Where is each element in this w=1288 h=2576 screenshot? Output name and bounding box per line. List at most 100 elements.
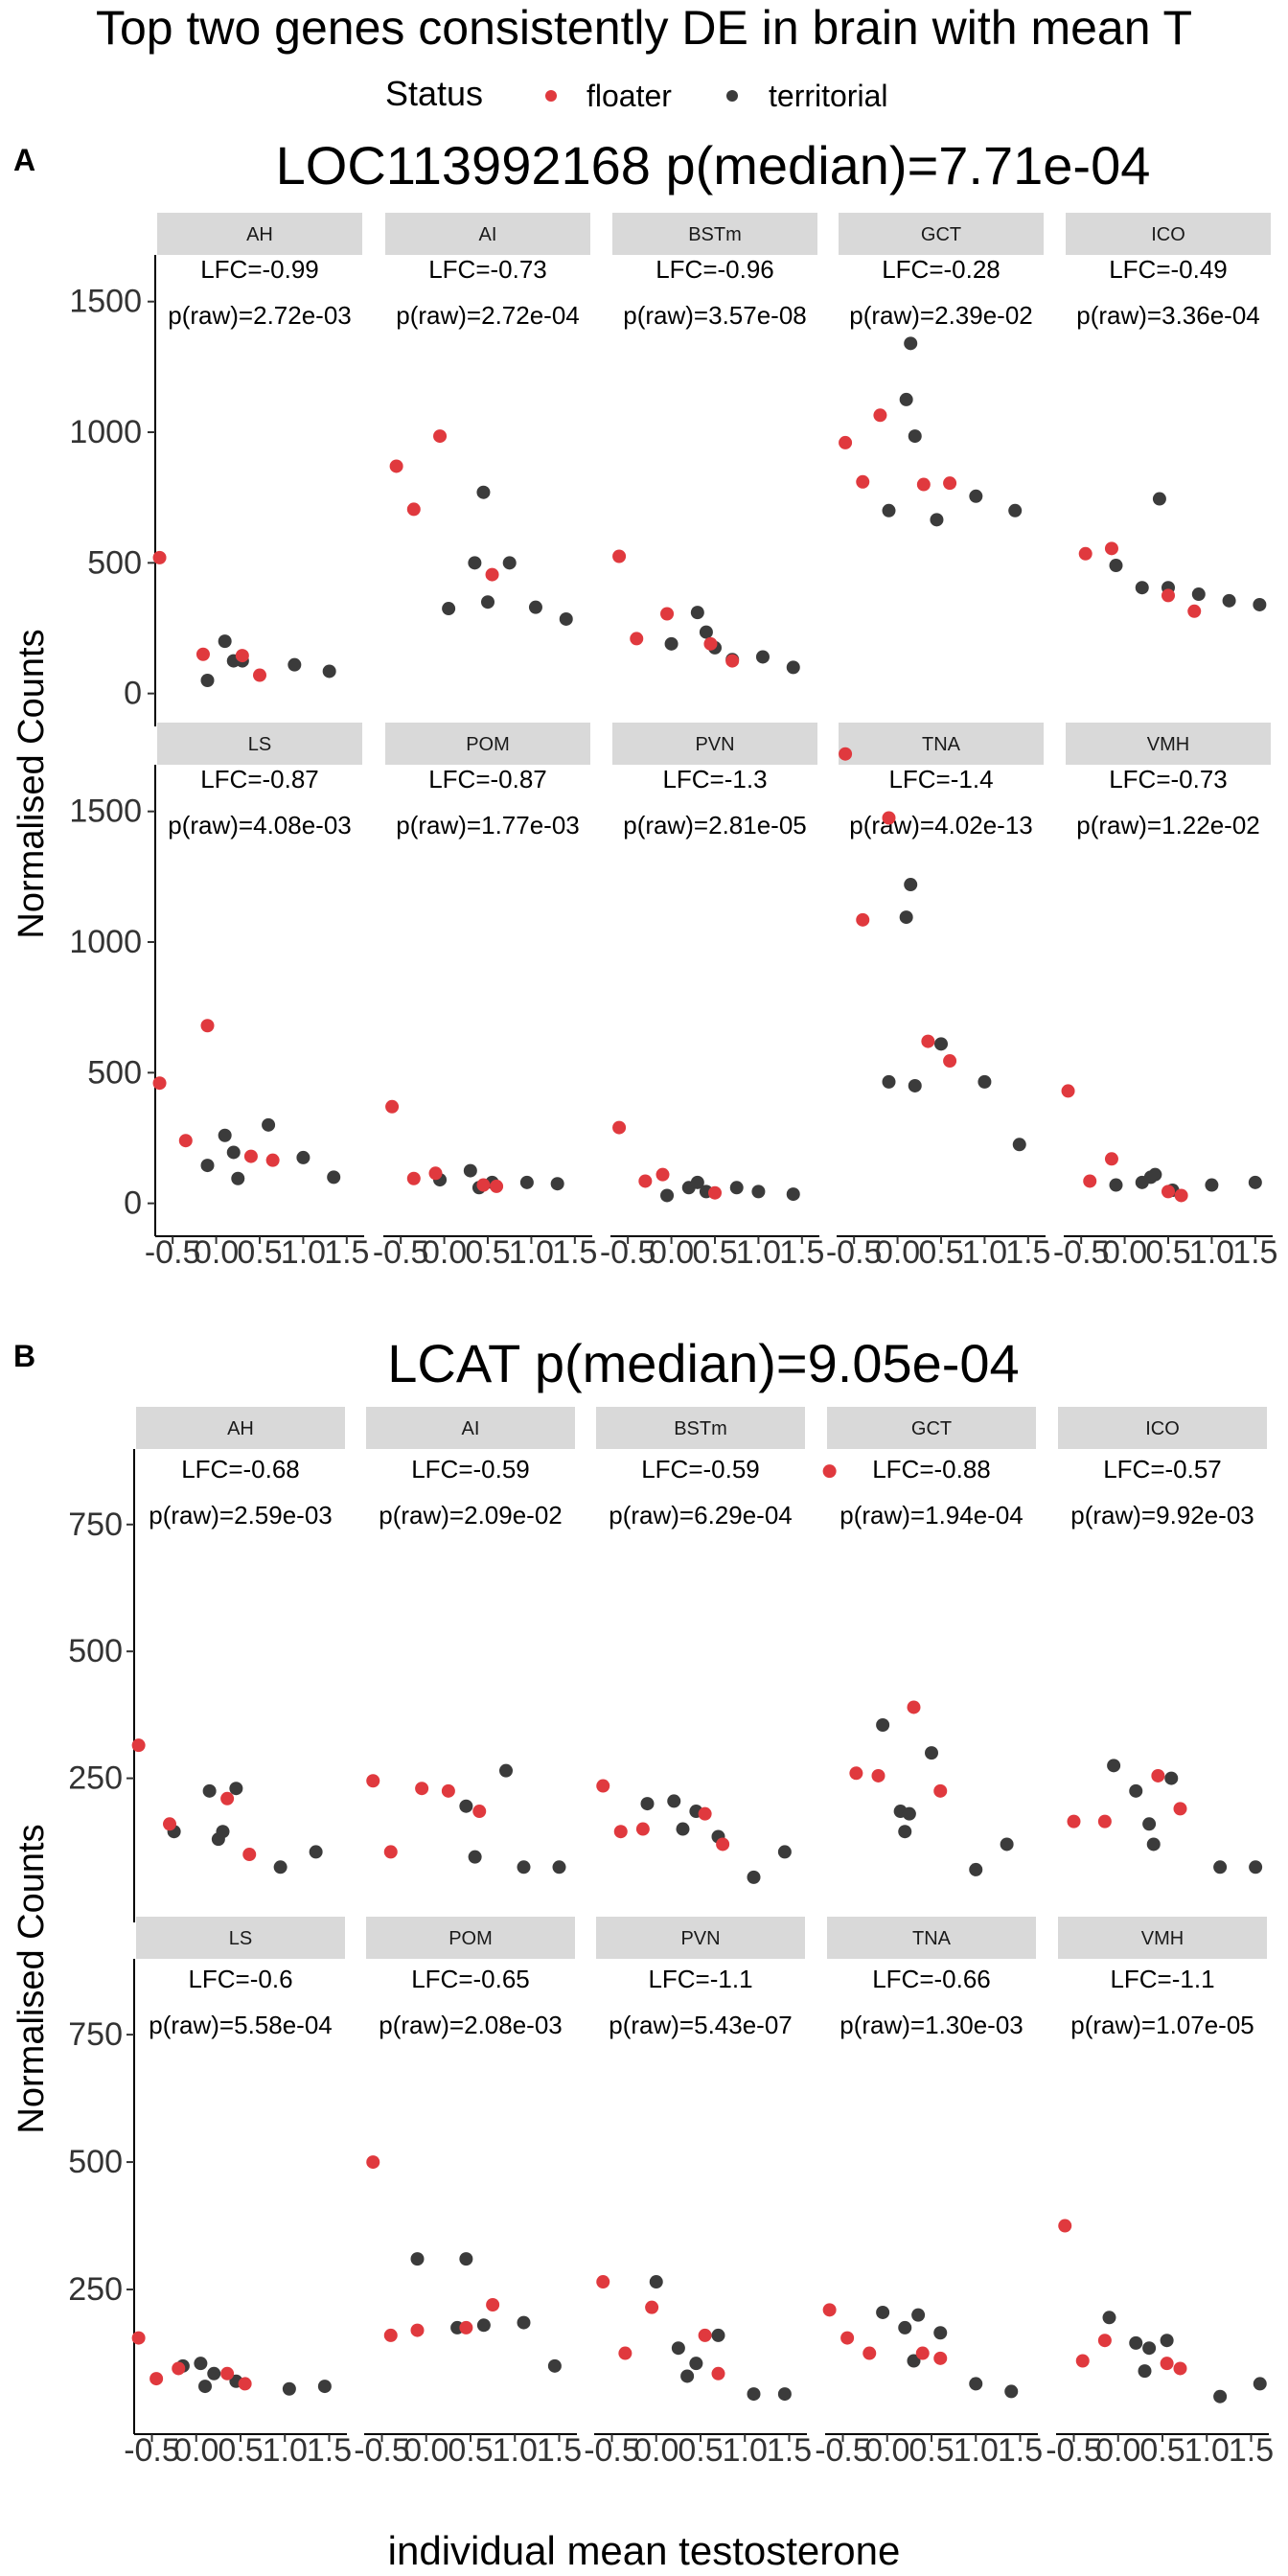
x-tick-label: 0.0 [194, 1234, 239, 1271]
facet-ai: AI LFC=-0.59 p(raw)=2.09e-02 [366, 1407, 575, 1874]
data-point-floater [698, 1806, 712, 1821]
x-tick-label: 1.0 [1189, 1234, 1234, 1271]
facet-pvn: PVN LFC=-1.3 p(raw)=2.81e-05 -0.50.00.51.01… [600, 723, 824, 1271]
data-point-floater [708, 1185, 722, 1200]
data-point-floater [862, 2346, 877, 2360]
data-point-territorial [786, 660, 800, 675]
data-point-territorial [1107, 1759, 1121, 1773]
facet-ico: ICO LFC=-0.57 p(raw)=9.92e-03 [1058, 1407, 1267, 1874]
x-tick-label: 0.0 [173, 2432, 218, 2469]
data-point-floater [871, 1768, 886, 1782]
data-point-floater [131, 2331, 146, 2345]
data-point-territorial [459, 2252, 473, 2266]
legend: Status floater territorial [385, 74, 887, 113]
data-point-floater [916, 477, 931, 492]
data-point-territorial [218, 1128, 232, 1142]
facet-pvalue-label: p(raw)=2.81e-05 [623, 811, 807, 840]
y-tick-label: 250 [68, 1760, 123, 1797]
data-point-territorial [908, 1078, 922, 1092]
facet-pvalue-label: p(raw)=4.02e-13 [849, 811, 1033, 840]
data-point-territorial [711, 2328, 725, 2342]
data-point-territorial [690, 1175, 704, 1189]
facet-strip-label: VMH [1141, 1928, 1184, 1949]
data-point-floater [1097, 1814, 1112, 1828]
data-point-territorial [667, 1794, 681, 1808]
data-point-territorial [660, 1188, 675, 1203]
facet-lfc-label: LFC=-0.87 [428, 765, 547, 794]
data-point-territorial [216, 1825, 230, 1839]
facet-strip-label: LS [248, 734, 271, 755]
data-point-floater [441, 1783, 455, 1798]
data-point-floater [933, 2351, 948, 2365]
facet-tna: TNA LFC=-0.66 p(raw)=1.30e-03 -0.50.00.51.0… [815, 1917, 1043, 2469]
data-point-floater [383, 2328, 398, 2342]
data-point-territorial [1129, 1783, 1143, 1798]
x-tick-label: 1.0 [263, 2432, 308, 2469]
data-point-territorial [898, 1825, 912, 1839]
data-point-floater [253, 668, 266, 682]
data-point-territorial [226, 1145, 241, 1160]
data-point-territorial [218, 634, 232, 649]
x-tick-label: 0.0 [864, 2432, 909, 2469]
x-tick-label: 1.0 [281, 1234, 326, 1271]
legend-floater-key [545, 90, 557, 102]
facet-ls: LSLFC=-0.6p(raw)=5.58e-04250500750-0.50.… [68, 1917, 352, 2469]
facet-pvalue-label: p(raw)=4.08e-03 [168, 811, 352, 840]
data-point-territorial [1205, 1178, 1219, 1192]
facet-strip-label: AH [246, 224, 273, 245]
facet-strip-label: POM [466, 734, 510, 755]
facet-vmh: VMH LFC=-1.1 p(raw)=1.07e-05 -0.50.00.51.01… [1046, 1917, 1274, 2469]
data-point-floater [1173, 1802, 1187, 1816]
data-point-territorial [1152, 492, 1166, 506]
facet-ls: LS LFC=-0.87 p(raw)=4.08e-03 0 500 1000 1500 -0… [69, 723, 369, 1271]
x-tick-label: 0.5 [918, 1234, 963, 1271]
data-point-floater [406, 1171, 421, 1185]
x-tick-label: 0.5 [237, 1234, 282, 1271]
data-point-territorial [288, 657, 302, 672]
facet-lfc-label: LFC=-0.96 [656, 255, 774, 284]
legend-title: Status [385, 74, 483, 113]
data-point-territorial [969, 2377, 983, 2391]
x-tick-label: 0.5 [908, 2432, 954, 2469]
y-tick-label: 500 [87, 544, 142, 581]
x-tick-label: 0.5 [692, 1234, 737, 1271]
x-tick-label: -0.5 [373, 1234, 429, 1271]
panel-b-plot: AH LFC=-0.68 p(raw)=2.59e-03 250 500 750 AI LFC… [68, 1407, 1274, 2469]
data-point-territorial [198, 2380, 212, 2394]
data-point-territorial [476, 485, 491, 499]
data-point-territorial [517, 2315, 531, 2330]
y-tick-label: 250 [68, 2271, 123, 2308]
data-point-floater [822, 2303, 837, 2317]
facet-pvalue-label: p(raw)=1.30e-03 [840, 2011, 1024, 2039]
facet-lfc-label: LFC=-0.87 [200, 765, 319, 794]
facet-strip-label: ICO [1151, 224, 1185, 245]
legend-floater-label: floater [586, 79, 672, 113]
x-tick-label: 1.5 [779, 1234, 824, 1271]
data-point-floater [933, 1783, 948, 1798]
panel-a-ylabel: Normalised Counts [12, 629, 52, 938]
facet-strip-label: PVN [695, 734, 734, 755]
data-point-territorial [1004, 2384, 1019, 2399]
facet-pvalue-label: p(raw)=5.58e-04 [149, 2011, 333, 2039]
facet-strip [366, 1917, 575, 1959]
data-point-floater [943, 1054, 957, 1069]
y-tick-label: 1500 [69, 794, 142, 830]
y-tick-label: 750 [68, 1506, 123, 1543]
x-tick-label: 1.5 [1229, 2432, 1274, 2469]
facet-lfc-label: LFC=-0.57 [1103, 1455, 1222, 1484]
facet-pvalue-label: p(raw)=1.77e-03 [396, 811, 580, 840]
y-tick-label: 1000 [69, 414, 142, 450]
facet-strip-label: TNA [912, 1928, 952, 1949]
data-point-territorial [296, 1150, 310, 1164]
data-point-territorial [1191, 587, 1206, 602]
data-point-floater [150, 2372, 164, 2386]
data-point-territorial [1248, 1175, 1262, 1189]
data-point-floater [385, 1099, 400, 1114]
data-point-territorial [229, 1782, 243, 1796]
data-point-floater [915, 2346, 930, 2360]
data-point-territorial [1138, 2364, 1152, 2379]
data-point-territorial [934, 1037, 948, 1051]
data-point-territorial [680, 2369, 695, 2383]
facet-ai: AI LFC=-0.73 p(raw)=2.72e-04 [385, 213, 590, 626]
data-point-floater [1097, 2334, 1112, 2348]
